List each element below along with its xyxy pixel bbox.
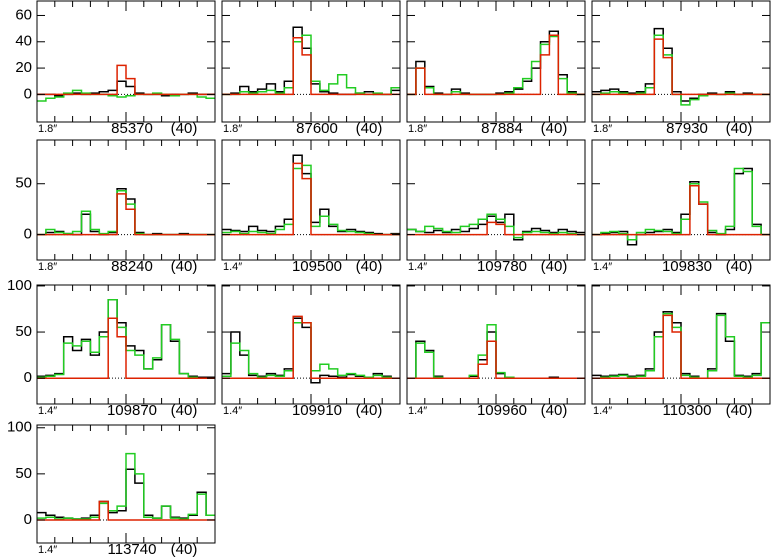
spectrum-line [37, 452, 215, 520]
beam-label: 1.4″ [593, 405, 612, 417]
y-tick-label: 50 [15, 175, 32, 192]
spectrum-line [592, 314, 770, 379]
spectrum-line [407, 340, 585, 379]
beam-label: 1.4″ [38, 544, 57, 556]
panel-title: 87884 [481, 120, 523, 137]
spectrum-line [592, 27, 770, 102]
panel-title: 87930 [666, 120, 708, 137]
panel: 1.8″ 87600 (40) [221, 0, 401, 137]
panel-title: 113740 [108, 541, 157, 558]
y-tick-label: 0 [24, 226, 32, 243]
panel-subtitle: (40) [726, 402, 753, 419]
spectrum-line [37, 193, 215, 236]
spectrum-line [407, 30, 585, 96]
panel: 1.4″ 109960 (40) [406, 284, 586, 419]
spectrum-line [407, 213, 585, 239]
panel-title: 110300 [663, 402, 712, 419]
spectrum-line [37, 299, 215, 379]
panel-subtitle: (40) [171, 541, 198, 558]
beam-label: 1.8″ [38, 261, 57, 273]
panel-subtitle: (40) [356, 120, 383, 137]
spectrum-line [37, 500, 215, 521]
panel-title: 87600 [296, 120, 338, 137]
spectrum-line [407, 34, 585, 96]
y-tick-label: 20 [15, 59, 32, 76]
y-tick-label: 40 [15, 33, 32, 50]
y-tick-label: 100 [7, 277, 32, 294]
spectrum-line [592, 167, 770, 241]
panel: 1.4″ 109500 (40) [221, 139, 401, 275]
panel: 0 50 100 1.4″ 113740 (40) [7, 419, 216, 558]
spectrum-line [592, 185, 770, 236]
beam-label: 1.8″ [38, 123, 57, 135]
panel-frame [36, 0, 216, 123]
spectrum-line [222, 164, 400, 236]
spectrum-line [222, 162, 400, 236]
spectrum-line [222, 315, 400, 379]
y-tick-label: 0 [24, 369, 32, 386]
panel-subtitle: (40) [726, 120, 753, 137]
panel-title: 109910 [292, 402, 342, 419]
spectrum-line [592, 38, 770, 96]
panel: 1.8″ 87884 (40) [406, 0, 586, 137]
panel-subtitle: (40) [356, 402, 383, 419]
spectrum-line [222, 26, 400, 96]
panel-subtitle: (40) [726, 258, 753, 275]
spectrum-line [222, 37, 400, 96]
panel-subtitle: (40) [356, 258, 383, 275]
beam-label: 1.4″ [223, 405, 242, 417]
panel-subtitle: (40) [171, 258, 198, 275]
panel-frame [406, 139, 586, 261]
panel-frame [591, 139, 771, 261]
y-tick-label: 0 [24, 85, 32, 102]
panel: 0 50 100 1.4″ 109870 (40) [7, 277, 216, 419]
panel-subtitle: (40) [171, 402, 198, 419]
panel: 1.4″ 109910 (40) [221, 284, 401, 419]
panel: 0 20 40 60 1.8″ 85370 (40) [15, 0, 216, 137]
panel-title: 109780 [477, 258, 527, 275]
spectrum-line [37, 317, 215, 379]
beam-label: 1.4″ [38, 405, 57, 417]
panel: 1.4″ 109780 (40) [406, 139, 586, 275]
panel-subtitle: (40) [171, 120, 198, 137]
beam-label: 1.8″ [223, 123, 242, 135]
panel: 1.8″ 87930 (40) [591, 0, 771, 137]
panel-subtitle: (40) [541, 402, 568, 419]
panel: 1.4″ 110300 (40) [591, 284, 771, 419]
beam-label: 1.4″ [593, 261, 612, 273]
spectrum-line [37, 64, 215, 96]
y-tick-label: 50 [15, 323, 32, 340]
panel-title: 88240 [111, 258, 153, 275]
panel-title: 109960 [477, 402, 527, 419]
panel-title: 85370 [111, 120, 153, 137]
spectrum-line [37, 89, 215, 102]
y-tick-label: 60 [15, 6, 32, 23]
panel: 1.4″ 109830 (40) [591, 139, 771, 275]
panel-title: 109830 [662, 258, 712, 275]
beam-label: 1.4″ [223, 261, 242, 273]
y-tick-label: 100 [7, 419, 32, 436]
beam-label: 1.4″ [408, 405, 427, 417]
panel-title: 109500 [292, 258, 342, 275]
beam-label: 1.8″ [408, 123, 427, 135]
panel-title: 109870 [107, 402, 157, 419]
y-tick-label: 0 [24, 511, 32, 528]
panel-subtitle: (40) [541, 120, 568, 137]
y-tick-label: 50 [15, 465, 32, 482]
panel-subtitle: (40) [541, 258, 568, 275]
panel: 0 50 1.8″ 88240 (40) [15, 139, 216, 275]
spectrum-line [407, 221, 585, 236]
beam-label: 1.4″ [408, 261, 427, 273]
beam-label: 1.8″ [593, 123, 612, 135]
